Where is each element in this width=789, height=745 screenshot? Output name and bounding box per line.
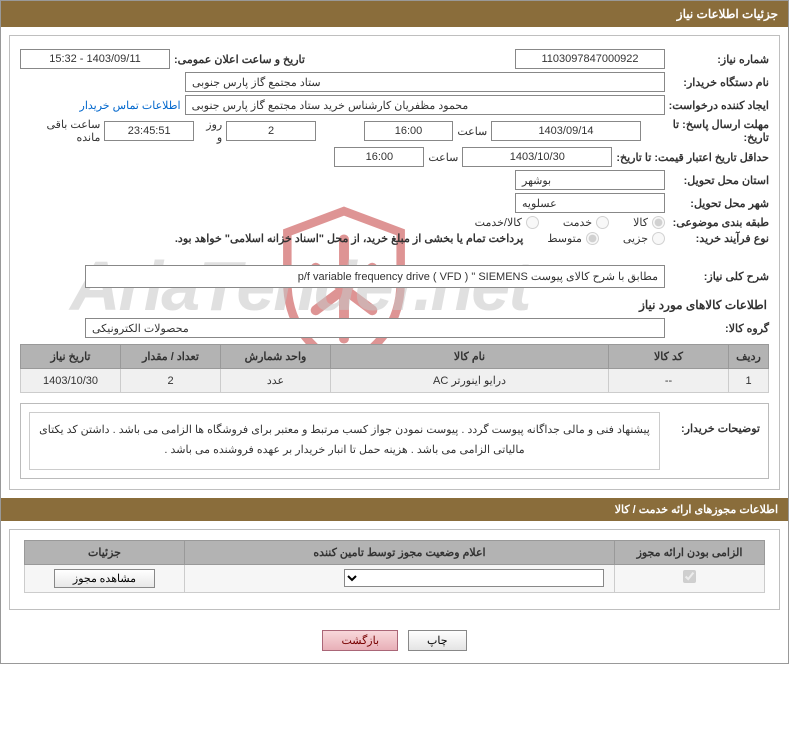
td-date: 1403/10/30: [21, 369, 121, 393]
need-number-field: 1103097847000922: [515, 49, 665, 69]
permit-header: اطلاعات مجوزهای ارائه خدمت / کالا: [1, 498, 788, 521]
desc-field: p/f variable frequency drive ( VFD ) " S…: [85, 265, 665, 288]
goods-table: ردیف کد کالا نام کالا واحد شمارش تعداد /…: [20, 344, 769, 393]
radio-both-label: کالا/خدمت: [475, 216, 522, 229]
remaining-time-field: 23:45:51: [104, 121, 194, 141]
announce-label: تاریخ و ساعت اعلان عمومی:: [174, 53, 511, 66]
notes-content: پیشنهاد فنی و مالی جداگانه پیوست گردد . …: [29, 412, 660, 470]
buyer-notes-box: توضیحات خریدار: پیشنهاد فنی و مالی جداگا…: [20, 403, 769, 479]
pth-required: الزامی بودن ارائه مجوز: [615, 540, 765, 564]
pth-status: اعلام وضعیت مجوز توسط تامین کننده: [185, 540, 615, 564]
th-qty: تعداد / مقدار: [121, 345, 221, 369]
radio-goods[interactable]: [652, 216, 665, 229]
page-title: جزئیات اطلاعات نیاز: [1, 1, 788, 27]
radio-mid-label: متوسط: [547, 232, 582, 245]
radio-mid[interactable]: [586, 232, 599, 245]
radio-both[interactable]: [526, 216, 539, 229]
radio-service-label: خدمت: [563, 216, 592, 229]
proc-radio-group: جزیی متوسط: [547, 232, 665, 245]
group-field: محصولات الکترونیکی: [85, 318, 665, 338]
td-unit: عدد: [221, 369, 331, 393]
permit-status-select[interactable]: [344, 569, 604, 587]
view-permit-button[interactable]: مشاهده مجوز: [54, 569, 155, 588]
td-row: 1: [729, 369, 769, 393]
group-label: گروه کالا:: [669, 322, 769, 335]
price-valid-time-field: 16:00: [334, 147, 424, 167]
pth-detail: جزئیات: [25, 540, 185, 564]
price-valid-label: حداقل تاریخ اعتبار قیمت: تا تاریخ:: [616, 151, 769, 164]
table-row: 1 -- درایو اینورتر AC عدد 2 1403/10/30: [21, 369, 769, 393]
time-word-2: ساعت: [428, 151, 458, 164]
permit-row: مشاهده مجوز: [25, 564, 765, 592]
desc-label: شرح کلی نیاز:: [669, 270, 769, 283]
remaining-label: ساعت باقی مانده: [20, 118, 100, 144]
reply-deadline-date-field: 1403/09/14: [491, 121, 640, 141]
class-label: طبقه بندی موضوعی:: [669, 216, 769, 229]
requester-label: ایجاد کننده درخواست:: [669, 99, 769, 112]
th-name: نام کالا: [331, 345, 609, 369]
th-date: تاریخ نیاز: [21, 345, 121, 369]
notes-label: توضیحات خریدار:: [670, 412, 760, 440]
td-qty: 2: [121, 369, 221, 393]
td-code: --: [609, 369, 729, 393]
th-code: کد کالا: [609, 345, 729, 369]
radio-small-label: جزیی: [623, 232, 648, 245]
proc-note: پرداخت تمام یا بخشی از مبلغ خرید، از محل…: [175, 232, 523, 245]
requester-field: محمود مظفریان کارشناس خرید ستاد مجتمع گا…: [185, 95, 665, 115]
class-radio-group: کالا خدمت کالا/خدمت: [475, 216, 665, 229]
province-field: بوشهر: [515, 170, 665, 190]
footer-buttons: چاپ بازگشت: [1, 618, 788, 663]
permit-table: الزامی بودن ارائه مجوز اعلام وضعیت مجوز …: [24, 540, 765, 593]
print-button[interactable]: چاپ: [408, 630, 467, 651]
radio-service[interactable]: [596, 216, 609, 229]
proc-label: نوع فرآیند خرید:: [669, 232, 769, 245]
permit-required-checkbox[interactable]: [683, 570, 696, 583]
price-valid-date-field: 1403/10/30: [462, 147, 612, 167]
reply-deadline-time-field: 16:00: [364, 121, 454, 141]
th-row: ردیف: [729, 345, 769, 369]
contact-link[interactable]: اطلاعات تماس خریدار: [80, 99, 181, 112]
goods-info-title: اطلاعات کالاهای مورد نیاز: [22, 298, 767, 312]
buyer-org-label: نام دستگاه خریدار:: [669, 76, 769, 89]
days-and-label: روز و: [198, 118, 222, 144]
td-name: درایو اینورتر AC: [331, 369, 609, 393]
radio-goods-label: کالا: [633, 216, 648, 229]
time-word-1: ساعت: [457, 125, 487, 138]
announce-field: 1403/09/11 - 15:32: [20, 49, 170, 69]
permit-panel: الزامی بودن ارائه مجوز اعلام وضعیت مجوز …: [9, 529, 780, 610]
city-label: شهر محل تحویل:: [669, 197, 769, 210]
radio-small[interactable]: [652, 232, 665, 245]
reply-deadline-label: مهلت ارسال پاسخ: تا تاریخ:: [645, 118, 769, 144]
province-label: استان محل تحویل:: [669, 174, 769, 187]
buyer-org-field: ستاد مجتمع گاز پارس جنوبی: [185, 72, 665, 92]
th-unit: واحد شمارش: [221, 345, 331, 369]
city-field: عسلویه: [515, 193, 665, 213]
need-number-label: شماره نیاز:: [669, 53, 769, 66]
days-field: 2: [226, 121, 316, 141]
main-panel: AriaTender.net شماره نیاز: 1103097847000…: [9, 35, 780, 490]
back-button[interactable]: بازگشت: [322, 630, 398, 651]
